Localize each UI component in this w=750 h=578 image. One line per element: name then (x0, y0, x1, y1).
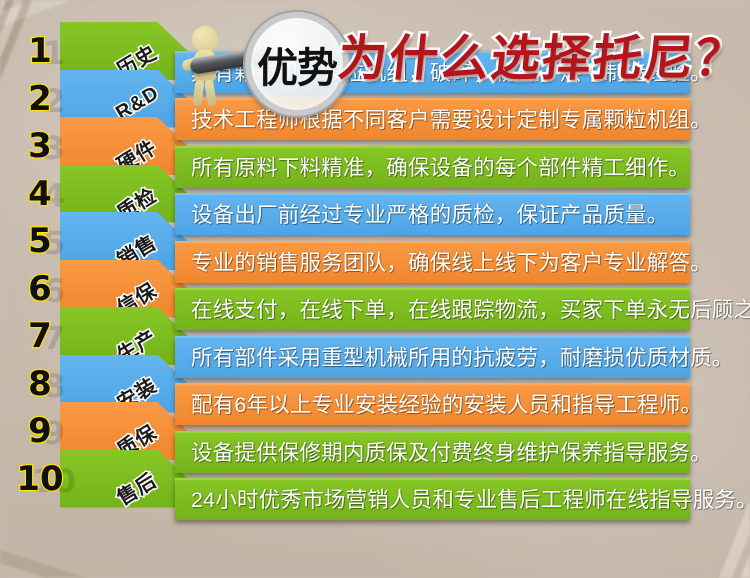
advantage-number-shadow: 6 (42, 271, 66, 310)
mascot-head (192, 26, 218, 52)
advantage-row[interactable]: 9 9 质保 配有6年以上专业安装经验的安装人员和指导工程师。 (0, 383, 750, 464)
advantage-text-band[interactable]: 专业的销售服务团队，确保线上线下为客户专业解答。 (175, 240, 712, 283)
advantage-text-band[interactable]: 所有原料下料精准，确保设备的每个部件精工细作。 (175, 145, 691, 188)
advantage-number-shadow: 5 (42, 224, 66, 262)
advantage-text-band[interactable]: 技术工程师根据不同客户需要设计定制专属颗粒机组。 (175, 98, 712, 140)
advantage-text-band[interactable]: 设备提供保修期内质保及付费终身维护保养指导服务。 (175, 430, 712, 473)
advantage-row[interactable]: 8 8 安装 所有部件采用重型机械所用的抗疲劳，耐磨损优质材质。 (0, 335, 750, 416)
advantage-number: 6 (27, 267, 53, 309)
advantage-text-band[interactable]: 24小时优秀市场营销人员和专业售后工程师在线指导服务。 (175, 478, 750, 520)
page-title: 为什么选择托尼？ (333, 28, 750, 90)
advantage-number: 3 (27, 125, 53, 167)
advantage-number: 5 (27, 220, 53, 262)
advantage-number: 7 (27, 315, 53, 357)
advantage-row[interactable]: 3 3 硬件 技术工程师根据不同客户需要设计定制专属颗粒机组。 (0, 98, 750, 179)
advantage-number-shadow: 1 (42, 34, 66, 72)
advantage-text: 设备出厂前经过专业严格的质检，保证产品质量。 (191, 203, 669, 227)
magnifier-lens-icon: 优势 (245, 12, 349, 116)
advantage-text: 设备提供保修期内质保及付费终身维护保养指导服务。 (191, 440, 712, 465)
advantage-text: 所有原料下料精准，确保设备的每个部件精工细作。 (191, 155, 691, 180)
advantage-text: 所有部件采用重型机械所用的抗疲劳，耐磨损优质材质。 (191, 345, 734, 370)
advantage-number-shadow: 9 (42, 414, 66, 452)
advantage-text: 在线支付，在线下单，在线跟踪物流，买家下单永无后顾之忧。 (191, 298, 750, 322)
advantage-number: 8 (27, 362, 53, 404)
advantage-number: 10 (15, 457, 65, 499)
advantage-text: 专业的销售服务团队，确保线上线下为客户专业解答。 (191, 250, 712, 275)
mascot-leg-right (204, 79, 217, 107)
advantage-number-shadow: 10 (31, 461, 77, 500)
advantage-row[interactable]: 10 10 售后 设备提供保修期内质保及付费终身维护保养指导服务。 (0, 430, 750, 511)
advantage-number: 1 (27, 30, 53, 72)
advantage-text-band[interactable]: 所有部件采用重型机械所用的抗疲劳，耐磨损优质材质。 (175, 335, 733, 378)
advantage-text-band[interactable]: 在线支付，在线下单，在线跟踪物流，买家下单永无后顾之忧。 (175, 288, 750, 330)
advantage-number: 9 (27, 410, 53, 452)
advantage-number: 2 (27, 77, 53, 119)
advantage-number-shadow: 3 (42, 129, 66, 167)
advantage-text: 24小时优秀市场营销人员和专业售后工程师在线指导服务。 (191, 488, 750, 512)
advantage-number-shadow: 4 (42, 176, 66, 215)
advantage-number-shadow: 7 (42, 319, 66, 357)
advantage-text: 配有6年以上专业安装经验的安装人员和指导工程师。 (191, 393, 703, 417)
advantage-number-shadow: 2 (42, 81, 66, 120)
advantage-row[interactable]: 24小时优秀市场营销人员和专业售后工程师在线指导服务。 (0, 478, 750, 555)
advantage-row[interactable]: 4 4 质检 所有原料下料精准，确保设备的每个部件精工细作。 (0, 145, 750, 226)
magnifier-lens-label: 优势 (257, 44, 338, 92)
advantage-text-band[interactable]: 配有6年以上专业安装经验的安装人员和指导工程师。 (175, 383, 702, 425)
mascot-leg-left (192, 79, 205, 107)
advantage-number-shadow: 8 (42, 366, 66, 405)
advantage-number: 4 (27, 172, 53, 214)
advantage-text-band[interactable]: 设备出厂前经过专业严格的质检，保证产品质量。 (175, 193, 690, 235)
